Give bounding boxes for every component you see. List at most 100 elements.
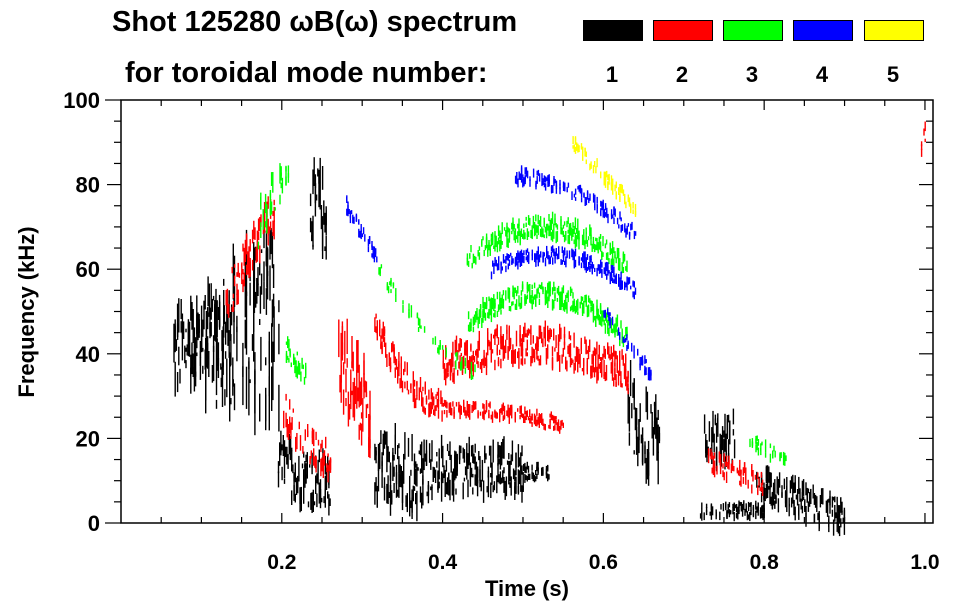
spectral-mark	[445, 460, 448, 472]
spectral-mark	[520, 342, 522, 357]
spectral-mark	[499, 413, 501, 423]
spectral-mark	[511, 222, 513, 230]
spectral-mark	[401, 380, 404, 393]
spectral-mark	[561, 300, 563, 307]
spectral-mark	[603, 313, 605, 318]
spectral-mark	[620, 371, 622, 384]
mode-2-feature	[920, 121, 926, 157]
spectral-mark	[381, 452, 383, 473]
spectral-mark	[757, 439, 760, 446]
mode-2-feature	[707, 448, 764, 496]
spectral-mark	[645, 464, 647, 475]
spectral-mark	[718, 452, 721, 460]
spectral-mark	[577, 143, 579, 153]
spectral-mark	[304, 429, 306, 441]
spectral-mark	[358, 219, 360, 225]
spectral-mark	[549, 418, 551, 423]
spectral-mark	[713, 460, 716, 471]
spectral-mark	[580, 197, 583, 203]
spectral-mark	[532, 348, 534, 359]
spectral-mark	[598, 236, 601, 245]
spectral-mark	[590, 302, 592, 307]
spectral-mark	[392, 452, 394, 481]
spectral-mark	[742, 468, 745, 476]
spectral-mark	[531, 355, 533, 362]
spectral-mark	[601, 321, 603, 327]
spectral-mark	[617, 370, 620, 386]
spectral-mark	[591, 243, 593, 252]
spectral-mark	[423, 406, 425, 414]
spectral-mark	[249, 239, 251, 252]
spectral-mark	[606, 173, 608, 178]
spectral-mark	[725, 455, 728, 467]
spectral-mark	[508, 453, 510, 460]
spectral-mark	[532, 215, 535, 227]
spectral-mark	[464, 357, 467, 367]
spectral-mark	[535, 253, 537, 260]
spectral-mark	[568, 226, 571, 238]
spectral-mark	[519, 173, 522, 180]
spectral-mark	[524, 175, 526, 182]
spectral-mark	[525, 333, 527, 338]
spectral-mark	[764, 447, 767, 453]
spectral-mark	[422, 479, 424, 506]
spectral-mark	[325, 235, 327, 260]
spectral-mark	[545, 290, 548, 301]
spectral-mark	[194, 371, 197, 387]
spectral-mark	[655, 394, 657, 430]
spectral-mark	[565, 259, 567, 268]
spectral-mark	[751, 484, 753, 494]
spectral-mark	[712, 431, 714, 443]
spectral-mark	[601, 250, 603, 258]
spectral-mark	[296, 366, 298, 379]
mode-1-feature	[309, 157, 327, 260]
spectral-mark	[416, 382, 418, 396]
mode-2-feature	[283, 393, 332, 483]
spectral-mark	[369, 415, 371, 449]
spectral-mark	[536, 176, 538, 184]
spectral-mark	[589, 298, 591, 304]
spectral-mark	[529, 473, 531, 480]
spectral-mark	[568, 331, 570, 340]
x-tick-label: 0.2	[267, 551, 296, 574]
spectral-mark	[229, 312, 232, 341]
mode-4-feature	[346, 195, 378, 263]
spectral-mark	[503, 467, 505, 474]
spectral-mark	[606, 273, 608, 279]
spectral-mark	[208, 356, 210, 377]
spectral-mark	[755, 444, 757, 453]
spectral-mark	[536, 251, 538, 256]
spectral-mark	[481, 359, 483, 373]
spectral-mark	[496, 344, 498, 356]
spectral-mark	[610, 213, 613, 220]
spectral-mark	[548, 214, 550, 222]
spectral-mark	[245, 264, 248, 276]
spectral-mark	[199, 357, 202, 380]
spectral-mark	[627, 383, 629, 395]
spectral-mark	[515, 299, 518, 310]
spectral-mark	[591, 266, 593, 275]
spectral-mark	[398, 456, 400, 474]
spectral-mark	[622, 342, 625, 348]
spectral-mark	[519, 258, 521, 267]
spectral-mark	[507, 263, 509, 270]
spectral-mark	[733, 466, 735, 472]
spectral-mark	[605, 312, 608, 321]
spectral-mark	[715, 447, 718, 472]
spectral-mark	[741, 508, 744, 517]
spectral-mark	[525, 249, 527, 256]
spectral-mark	[462, 482, 464, 500]
mode-2-feature	[338, 318, 371, 459]
spectral-mark	[608, 346, 610, 359]
spectral-mark	[568, 250, 571, 259]
spectral-mark	[560, 259, 562, 265]
spectral-mark	[739, 501, 741, 506]
spectral-mark	[544, 257, 547, 267]
spectral-mark	[801, 505, 804, 514]
spectral-mark	[614, 208, 616, 217]
spectral-mark	[265, 394, 267, 422]
spectral-mark	[631, 221, 633, 230]
spectral-mark	[525, 167, 528, 174]
spectral-mark	[752, 470, 754, 482]
